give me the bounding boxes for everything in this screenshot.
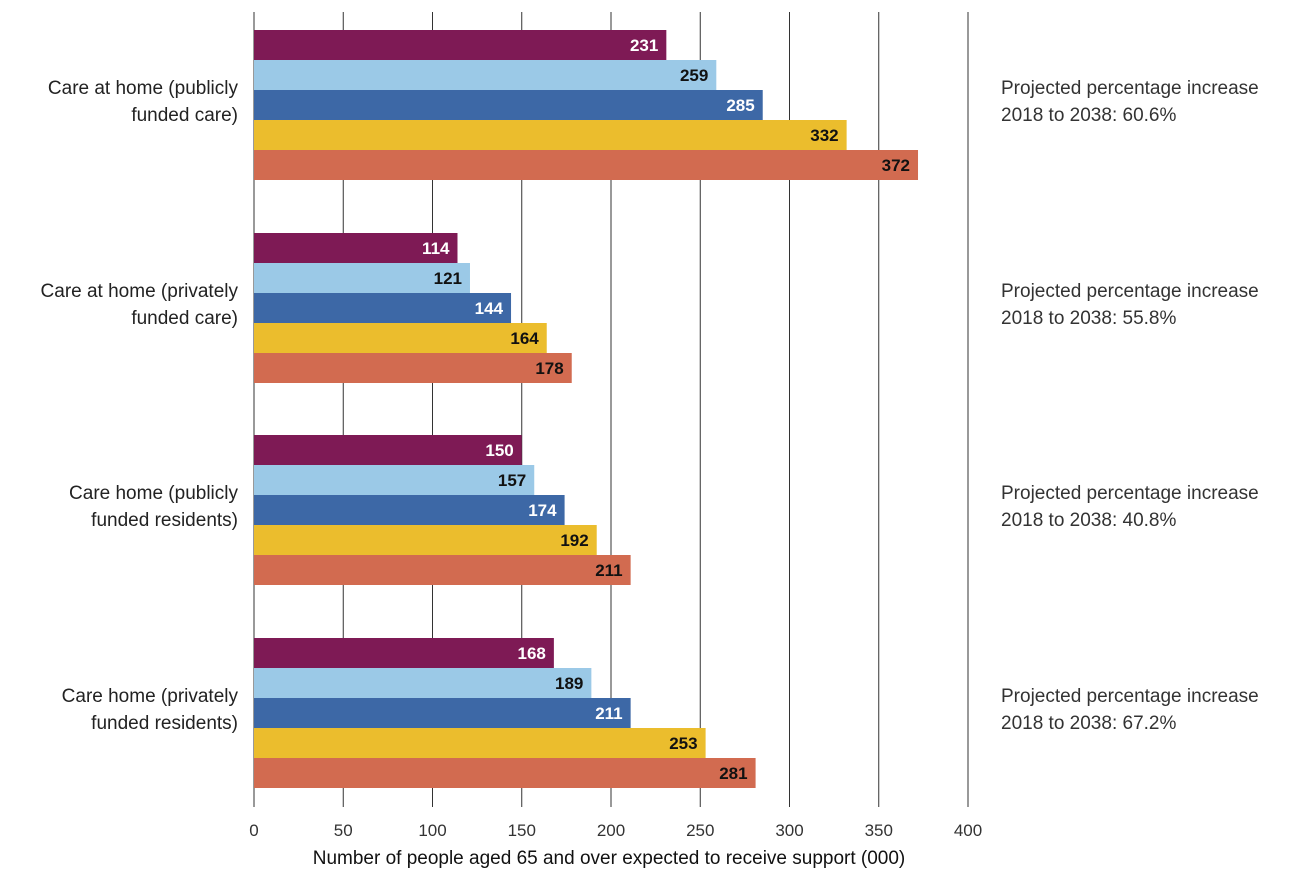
data-label: 372 [882, 156, 910, 175]
bar [254, 323, 547, 353]
data-label: 150 [485, 441, 513, 460]
percentage-increase-note: Projected percentage increase [1001, 483, 1259, 504]
bar [254, 668, 592, 698]
bar [254, 90, 763, 120]
category-label: Care at home (privately [41, 281, 239, 302]
bar [254, 555, 631, 585]
x-tick-label: 200 [597, 821, 625, 840]
bar [254, 293, 512, 323]
bar [254, 30, 667, 60]
data-label: 285 [726, 96, 754, 115]
data-label: 192 [560, 531, 588, 550]
bar [254, 150, 919, 180]
data-label: 174 [528, 501, 557, 520]
category-label: funded care) [131, 308, 238, 329]
annotations: Projected percentage increase 2018 to 203… [1001, 78, 1259, 734]
bar [254, 638, 554, 668]
data-label: 211 [595, 561, 622, 580]
percentage-increase-note: Projected percentage increase [1001, 281, 1259, 302]
data-label: 144 [475, 299, 504, 318]
bar [254, 728, 706, 758]
data-label: 211 [595, 704, 622, 723]
x-axis-title: Number of people aged 65 and over expect… [313, 848, 906, 869]
data-labels: 2312592853323721141211441641781501571741… [422, 36, 910, 783]
percentage-increase-note: 2018 to 2038: 60.6% [1001, 105, 1176, 126]
data-label: 157 [498, 471, 526, 490]
data-label: 332 [810, 126, 838, 145]
bar [254, 758, 756, 788]
x-tick-label: 50 [334, 821, 353, 840]
x-tick-label: 400 [954, 821, 982, 840]
category-label: funded residents) [91, 713, 238, 734]
bar [254, 120, 847, 150]
data-label: 178 [535, 359, 563, 378]
bar [254, 435, 522, 465]
percentage-increase-note: 2018 to 2038: 55.8% [1001, 308, 1176, 329]
bar [254, 465, 535, 495]
data-label: 281 [719, 764, 747, 783]
x-tick-label: 350 [865, 821, 893, 840]
bar [254, 698, 631, 728]
bar [254, 60, 717, 90]
bar [254, 233, 458, 263]
percentage-increase-note: 2018 to 2038: 40.8% [1001, 510, 1176, 531]
data-label: 168 [518, 644, 546, 663]
bar [254, 525, 597, 555]
category-labels: Care at home (publicly funded care) Care a… [41, 78, 239, 734]
x-tick-label: 250 [686, 821, 714, 840]
percentage-increase-note: Projected percentage increase [1001, 686, 1259, 707]
bar [254, 263, 470, 293]
bar [254, 353, 572, 383]
data-label: 114 [422, 239, 450, 258]
data-label: 189 [555, 674, 583, 693]
data-label: 253 [669, 734, 697, 753]
category-label: funded care) [131, 105, 238, 126]
x-tick-label: 0 [249, 821, 258, 840]
bar [254, 495, 565, 525]
x-axis-ticks: 0 50 100 150 200 250 300 350 400 [249, 821, 982, 840]
percentage-increase-note: 2018 to 2038: 67.2% [1001, 713, 1176, 734]
x-tick-label: 150 [508, 821, 536, 840]
x-tick-label: 100 [418, 821, 446, 840]
data-label: 121 [434, 269, 462, 288]
category-label: Care home (privately [62, 686, 239, 707]
percentage-increase-note: Projected percentage increase [1001, 78, 1259, 99]
x-tick-label: 300 [775, 821, 803, 840]
data-label: 164 [510, 329, 539, 348]
bars [254, 30, 919, 788]
data-label: 259 [680, 66, 708, 85]
data-label: 231 [630, 36, 658, 55]
category-label: funded residents) [91, 510, 238, 531]
category-label: Care at home (publicly [48, 78, 239, 99]
category-label: Care home (publicly [69, 483, 238, 504]
